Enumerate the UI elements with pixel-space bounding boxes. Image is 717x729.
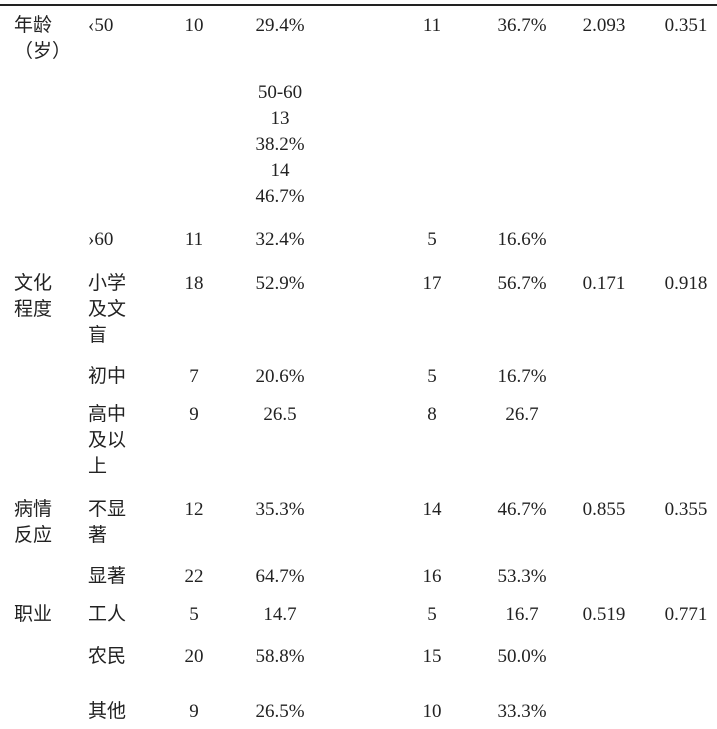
cell-n1: 10 [184, 15, 204, 36]
cell-p2: 36.7% [497, 15, 547, 36]
cell-p2: 26.7 [505, 404, 539, 425]
cell-label: 病情 反应 [14, 499, 53, 546]
cell-n2: 14 [422, 499, 442, 520]
cell-n2: 16 [422, 566, 442, 587]
cell-n2: 10 [422, 701, 442, 722]
cell-category: 农民 [88, 646, 127, 667]
cell-p2: 16.7 [505, 604, 539, 625]
cell-label: 职业 [14, 604, 53, 625]
cell-category: 小学 及文 盲 [88, 273, 127, 346]
cell-category: 高中 及以 上 [88, 404, 127, 477]
cell-n2: 17 [422, 273, 442, 294]
cell-n1: 20 [184, 646, 204, 667]
cell-p2: 56.7% [497, 273, 547, 294]
cell-n1: 12 [184, 499, 204, 520]
cell-p1: 52.9% [255, 273, 305, 294]
cell-n2: 5 [427, 366, 437, 387]
cell-p2: 16.6% [497, 229, 547, 250]
cell-p1: 32.4% [255, 229, 305, 250]
cell-p2: 50.0% [497, 646, 547, 667]
cell-stat: 0.855 [582, 499, 626, 520]
cell-n2: 5 [427, 229, 437, 250]
cell-p1: 26.5 [263, 404, 297, 425]
cell-p2: 16.7% [497, 366, 547, 387]
cell-category: 显著 [88, 566, 127, 587]
cell-p1: 26.5% [255, 701, 305, 722]
cell-p2: 53.3% [497, 566, 547, 587]
cell-p1: 29.4% [255, 15, 305, 36]
cell-stat: 0.519 [582, 604, 626, 625]
cell-p2: 46.7% [497, 499, 547, 520]
cell-n1: 5 [189, 604, 199, 625]
cell-category: 其他 [88, 701, 127, 722]
cell-stat: 2.093 [582, 15, 626, 36]
cell-p: 0.351 [664, 15, 708, 36]
cell-category: ‹50 [88, 15, 114, 36]
cell-n1: 9 [189, 701, 199, 722]
cell-n1: 18 [184, 273, 204, 294]
cell-n1: 7 [189, 366, 199, 387]
cell-n1: 22 [184, 566, 204, 587]
cell-n2: 5 [427, 604, 437, 625]
cell-category: 不显 著 [88, 499, 127, 546]
cell-p: 0.355 [664, 499, 708, 520]
cell-p1: 14.7 [263, 604, 297, 625]
cell-n1: 11 [184, 229, 204, 250]
cell-p1: 58.8% [255, 646, 305, 667]
cell-p: 0.918 [664, 273, 708, 294]
cell-n2: 8 [427, 404, 437, 425]
cell-category: 初中 [88, 366, 127, 387]
cell-p1: 35.3% [255, 499, 305, 520]
cell-p1: 20.6% [255, 366, 305, 387]
cell-label: 文化 程度 [14, 273, 53, 320]
cell-n1: 9 [189, 404, 199, 425]
cell-category: ›60 [88, 229, 114, 250]
cell-n2: 15 [422, 646, 442, 667]
cell-n2: 11 [422, 15, 442, 36]
cell-category: 工人 [88, 604, 127, 625]
cell-p2: 33.3% [497, 701, 547, 722]
cell-stat: 0.171 [582, 273, 626, 294]
cell-p: 0.771 [664, 604, 708, 625]
cell-p1: 64.7% [255, 566, 305, 587]
cell-p1: 50-60 13 38.2% 14 46.7% [255, 82, 305, 207]
table-top-rule [0, 4, 717, 6]
cell-label: 年龄 （岁） [14, 15, 72, 62]
